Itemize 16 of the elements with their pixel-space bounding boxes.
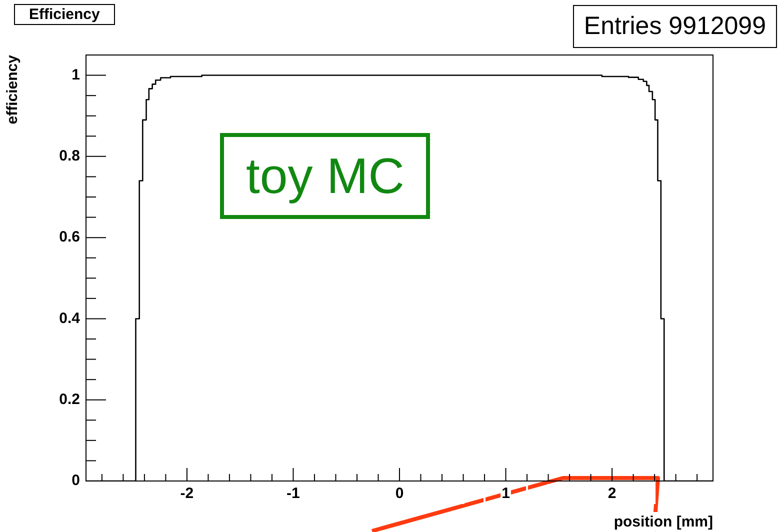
x-tick-label: -2 <box>180 485 194 502</box>
x-tick-label: 0 <box>395 485 404 502</box>
y-tick-label: 0.6 <box>59 228 80 246</box>
x-tick-label: 2 <box>608 485 616 502</box>
x-tick-label: -1 <box>286 485 300 502</box>
text: Entries 9912099 <box>572 5 777 48</box>
y-tick-label: 0.4 <box>59 310 81 327</box>
y-tick-label: 0.8 <box>59 148 80 165</box>
y-tick-label: 0 <box>72 472 80 490</box>
y-tick-label: 0.2 <box>59 391 80 408</box>
chart-title: Efficiency <box>14 4 115 25</box>
x-tick-label: 1 <box>502 485 510 502</box>
y-axis-title: efficiency <box>4 54 22 124</box>
annotation: toy MC <box>220 133 430 219</box>
x-axis-title: position [mm] <box>614 514 714 531</box>
y-tick-label: 1 <box>72 66 80 84</box>
